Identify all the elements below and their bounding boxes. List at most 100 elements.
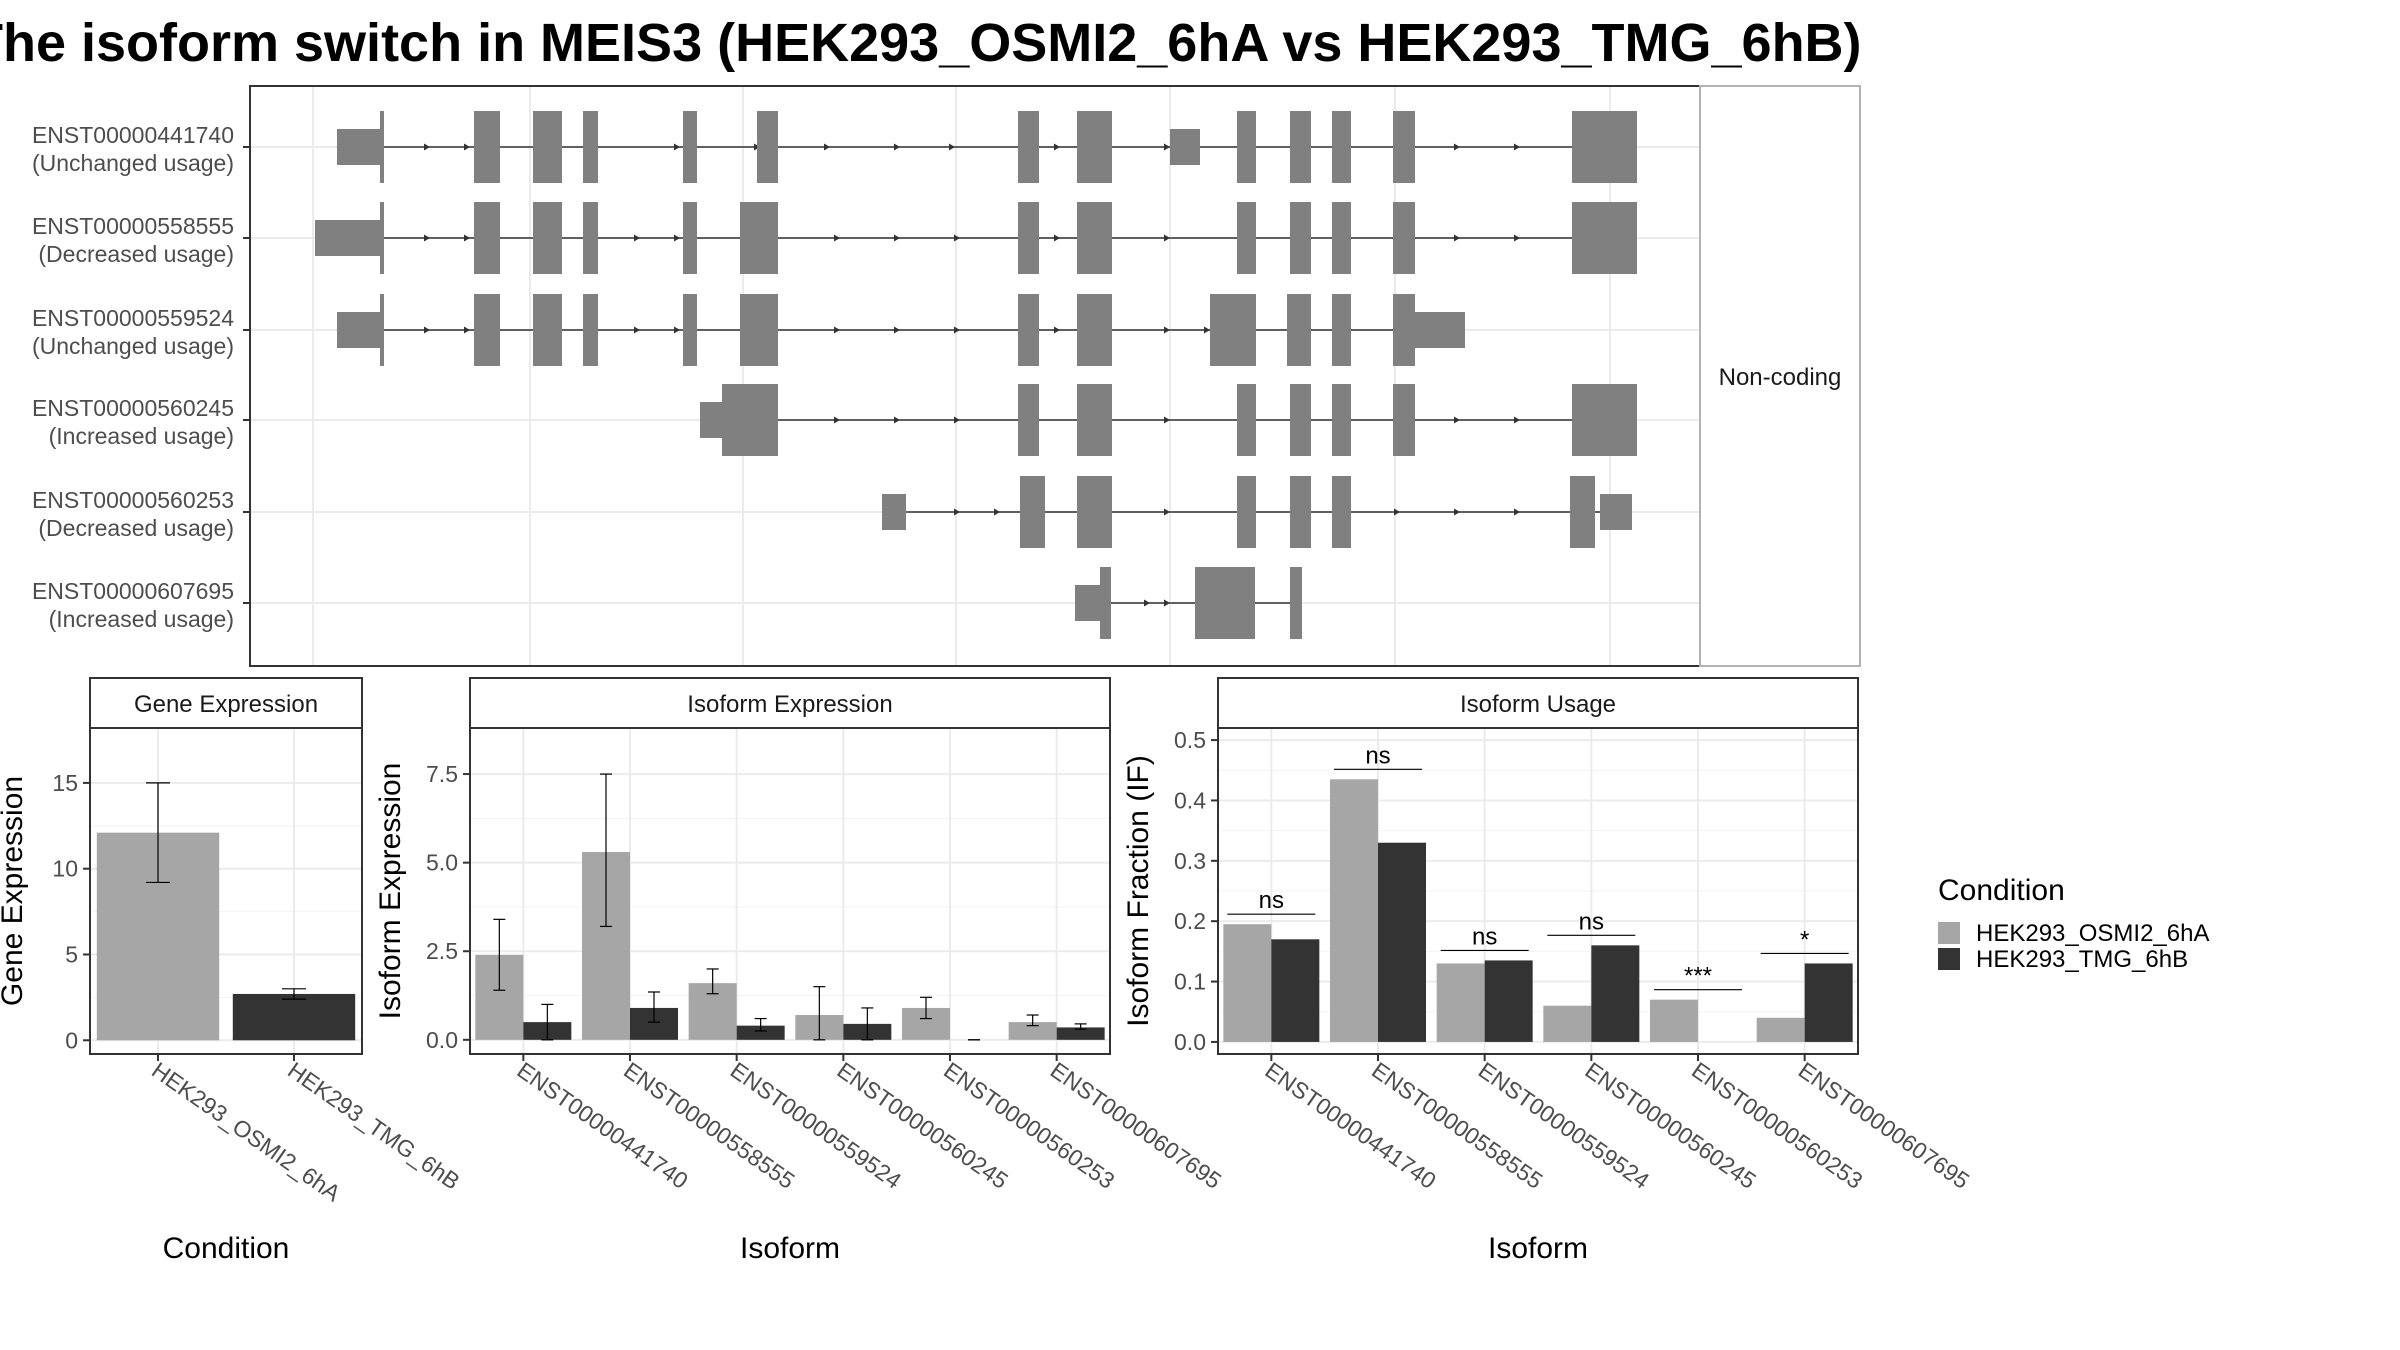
coding-exon — [1290, 202, 1311, 274]
coding-exon — [1018, 111, 1039, 183]
isoform-track — [882, 476, 1632, 548]
coding-exon — [722, 384, 778, 456]
coding-exon — [1572, 202, 1637, 274]
coding-exon — [683, 202, 697, 274]
y-tick-label: 15 — [52, 770, 78, 796]
coding-exon — [740, 202, 778, 274]
coding-exon — [1077, 294, 1112, 366]
utr-exon — [315, 220, 380, 256]
y-tick-label: 0.1 — [1174, 969, 1206, 995]
utr-exon — [337, 312, 380, 348]
bar — [1330, 779, 1378, 1042]
direction-arrow — [424, 143, 430, 151]
direction-arrow — [464, 234, 470, 242]
direction-arrow — [834, 234, 840, 242]
direction-arrow — [1454, 508, 1460, 516]
x-tick-label: ENST00000441740 — [512, 1057, 692, 1194]
direction-arrow — [954, 416, 960, 424]
significance-label: ns — [1579, 908, 1604, 935]
coding-exon — [1210, 294, 1256, 366]
x-tick-label: ENST00000560245 — [832, 1057, 1012, 1194]
direction-arrow — [894, 143, 900, 151]
coding-exon — [380, 294, 384, 366]
direction-arrow — [1164, 416, 1170, 424]
direction-arrow — [894, 326, 900, 334]
direction-arrow — [894, 416, 900, 424]
panel-bg — [470, 728, 1110, 1054]
x-tick-label: ENST00000560253 — [939, 1057, 1119, 1194]
y-tick-label: 0 — [65, 1027, 78, 1053]
coding-exon — [740, 294, 778, 366]
isoform-id-label: ENST00000607695 — [32, 578, 234, 604]
x-tick-label: ENST00000607695 — [1046, 1057, 1226, 1194]
bar — [1804, 963, 1853, 1042]
coding-exon — [583, 111, 598, 183]
y-tick-label: 0.2 — [1174, 908, 1206, 934]
isoform-usage-label: (Decreased usage) — [38, 241, 234, 267]
x-tick-label: ENST00000560253 — [1687, 1057, 1867, 1194]
direction-arrow — [949, 143, 955, 151]
coding-exon — [683, 294, 697, 366]
x-tick-label: ENST00000558555 — [1367, 1057, 1547, 1194]
coding-exon — [380, 111, 384, 183]
coding-exon — [1287, 294, 1311, 366]
coding-exon — [1237, 202, 1256, 274]
coding-exon — [1020, 476, 1025, 548]
y-axis-label: Isoform Expression — [374, 763, 407, 1020]
direction-arrow — [824, 143, 830, 151]
coding-exon — [683, 111, 697, 183]
direction-arrow — [834, 326, 840, 334]
bar — [1008, 1022, 1057, 1040]
significance-label: ns — [1472, 923, 1497, 950]
y-tick-label: 0.0 — [1174, 1029, 1206, 1055]
panel-strip — [469, 677, 1111, 729]
bar — [1650, 999, 1698, 1042]
coding-exon — [757, 111, 778, 183]
panel-strip-label: Isoform Expression — [687, 691, 892, 718]
utr-exon — [1415, 312, 1465, 348]
bar — [1271, 939, 1320, 1042]
direction-arrow — [954, 508, 960, 516]
direction-arrow — [1054, 143, 1060, 151]
structure-strip-label: Non-coding — [1719, 364, 1842, 391]
chart-title: The isoform switch in MEIS3 (HEK293_OSMI… — [0, 13, 1862, 73]
bar — [1436, 963, 1485, 1042]
coding-exon — [1393, 294, 1415, 366]
bar — [1484, 960, 1533, 1042]
direction-arrow — [1164, 143, 1170, 151]
structure-strip — [1699, 85, 1861, 667]
y-tick-label: 0.3 — [1174, 848, 1206, 874]
coding-exon — [1025, 476, 1045, 548]
utr-exon — [1600, 494, 1632, 530]
panel-strip — [1217, 677, 1859, 729]
isoform-usage-label: (Unchanged usage) — [32, 333, 234, 359]
direction-arrow — [424, 326, 430, 334]
bar — [1543, 1005, 1592, 1042]
coding-exon — [1290, 476, 1311, 548]
x-tick-label: ENST00000559524 — [1474, 1057, 1655, 1194]
direction-arrow — [1164, 508, 1170, 516]
isoform-track — [337, 294, 1465, 366]
bar — [1056, 1027, 1105, 1040]
legend-swatch — [1938, 948, 1960, 970]
coding-exon — [1570, 476, 1595, 548]
coding-exon — [380, 202, 384, 274]
direction-arrow — [1514, 143, 1520, 151]
direction-arrow — [1204, 326, 1210, 334]
legend-title: Condition — [1938, 874, 2065, 907]
panel-strip-label: Isoform Usage — [1460, 691, 1616, 718]
utr-exon — [1075, 585, 1100, 621]
direction-arrow — [954, 326, 960, 334]
coding-exon — [583, 202, 598, 274]
coding-exon — [1332, 384, 1351, 456]
isoform-id-label: ENST00000558555 — [32, 213, 234, 239]
direction-arrow — [634, 234, 640, 242]
direction-arrow — [674, 143, 680, 151]
coding-exon — [474, 294, 500, 366]
y-tick-label: 0.5 — [1174, 727, 1206, 753]
coding-exon — [1403, 202, 1415, 274]
coding-exon — [583, 294, 598, 366]
direction-arrow — [634, 326, 640, 334]
